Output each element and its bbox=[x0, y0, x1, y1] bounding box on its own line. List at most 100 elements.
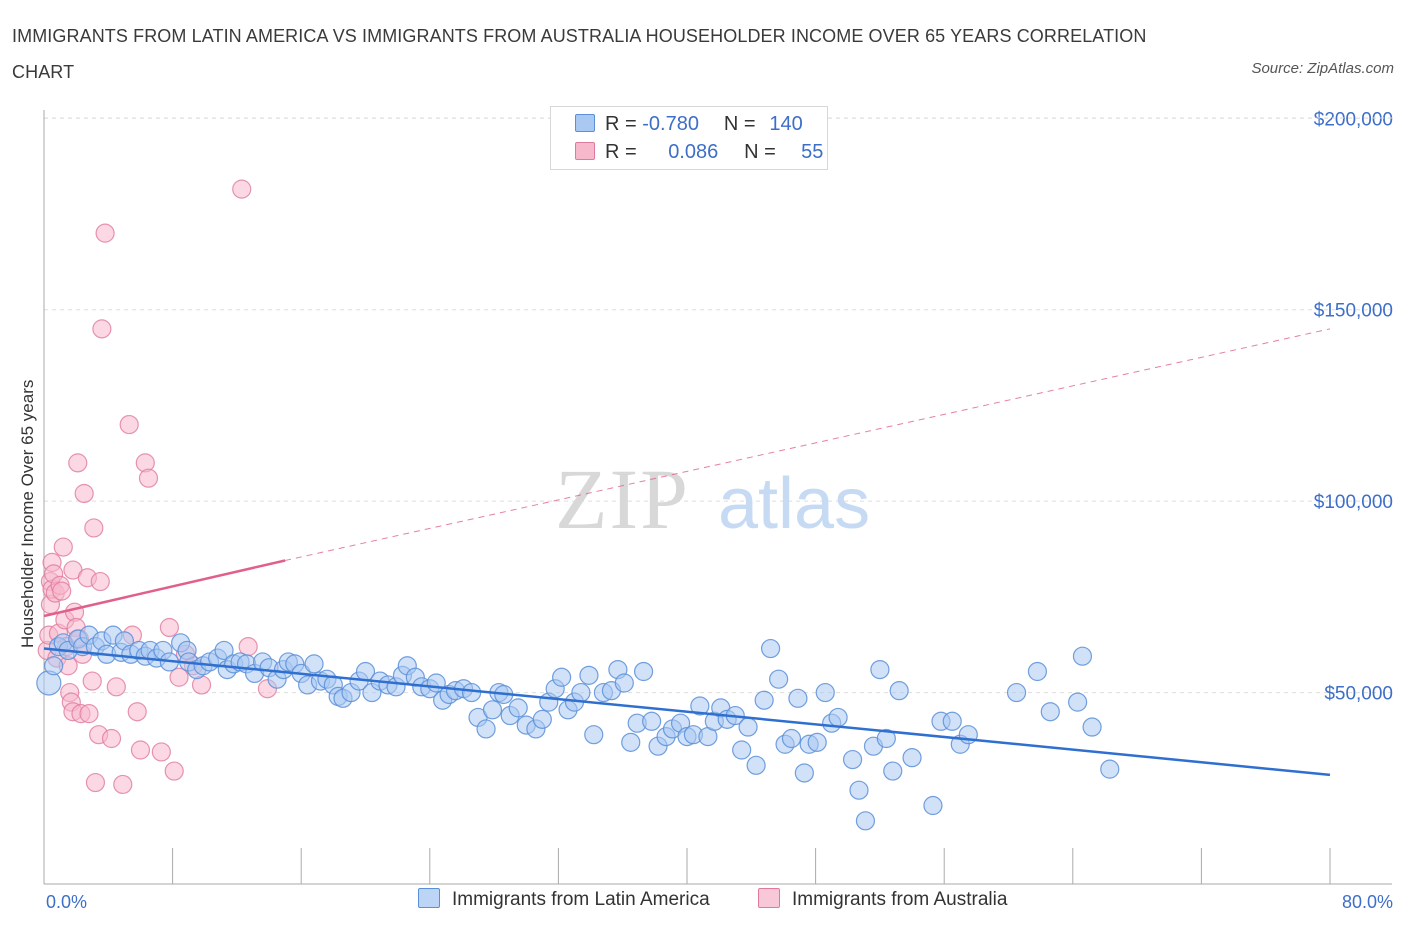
data-point-australia bbox=[106, 677, 126, 697]
legend-r-value: -0.780 bbox=[642, 113, 699, 135]
data-point-latin-america bbox=[760, 638, 781, 659]
data-point-australia bbox=[52, 581, 72, 601]
data-point-australia bbox=[138, 468, 159, 488]
data-point-latin-america bbox=[552, 667, 572, 687]
x-tick-label: 0.0% bbox=[46, 892, 87, 912]
data-point-latin-america bbox=[571, 682, 591, 703]
data-point-australia bbox=[113, 774, 133, 795]
data-point-latin-america bbox=[614, 673, 634, 693]
data-point-latin-america bbox=[870, 659, 890, 680]
data-point-latin-america bbox=[633, 661, 654, 682]
data-point-australia bbox=[92, 319, 112, 339]
data-point-latin-america bbox=[815, 682, 835, 703]
legend-r-value: 0.086 bbox=[668, 141, 719, 163]
data-point-latin-america bbox=[642, 711, 662, 731]
data-point-latin-america bbox=[732, 740, 752, 760]
data-point-latin-america bbox=[1040, 702, 1060, 722]
legend-row-latin-america: R = -0.780 N = 140 bbox=[575, 111, 803, 137]
data-point-latin-america bbox=[461, 682, 482, 703]
data-point-latin-america bbox=[889, 681, 909, 701]
data-point-latin-america bbox=[482, 700, 503, 720]
y-tick-label: $150,000 bbox=[1314, 301, 1393, 322]
data-point-latin-america bbox=[476, 719, 496, 739]
legend-n-value: 140 bbox=[769, 113, 803, 135]
data-point-latin-america bbox=[214, 640, 234, 661]
legend-row-australia: R = 0.086 N = 55 bbox=[575, 139, 823, 165]
data-point-latin-america bbox=[794, 763, 814, 783]
bottom-legend-swatch-pink bbox=[758, 888, 780, 908]
legend-n-label: N = bbox=[723, 113, 756, 135]
y-tick-label: $50,000 bbox=[1324, 684, 1393, 705]
bottom-legend-swatch-blue bbox=[418, 888, 440, 908]
data-point-latin-america bbox=[769, 669, 789, 689]
data-point-latin-america bbox=[1072, 646, 1093, 666]
legend-swatch-pink bbox=[575, 142, 595, 160]
data-point-latin-america bbox=[304, 654, 324, 674]
legend-swatch-blue bbox=[575, 114, 595, 132]
data-point-latin-america bbox=[738, 717, 758, 737]
data-point-latin-america bbox=[1006, 682, 1027, 703]
legend-r-label: R = bbox=[605, 113, 637, 135]
data-point-australia bbox=[159, 617, 179, 638]
x-tick-label: 80.0% bbox=[1342, 892, 1393, 912]
trend-line-australia bbox=[43, 559, 286, 618]
data-point-latin-america bbox=[754, 690, 774, 710]
data-point-australia bbox=[68, 453, 88, 473]
data-point-australia bbox=[232, 179, 252, 199]
data-point-latin-america bbox=[621, 732, 641, 752]
data-point-australia bbox=[79, 704, 99, 724]
data-point-latin-america bbox=[1100, 759, 1120, 779]
bottom-legend-australia: Immigrants from Australia bbox=[758, 888, 1007, 911]
data-point-australia bbox=[74, 483, 94, 504]
y-tick-label: $200,000 bbox=[1314, 109, 1393, 130]
data-point-latin-america bbox=[532, 709, 552, 729]
bottom-legend-label: Immigrants from Latin America bbox=[452, 889, 710, 910]
chart-title: IMMIGRANTS FROM LATIN AMERICA VS IMMIGRA… bbox=[12, 26, 1147, 82]
data-point-latin-america bbox=[746, 755, 766, 775]
data-point-australia bbox=[95, 223, 115, 243]
data-point-latin-america bbox=[807, 732, 827, 752]
data-point-latin-america bbox=[788, 688, 808, 708]
data-point-australia bbox=[82, 671, 102, 691]
data-point-australia bbox=[84, 518, 104, 538]
trend-line-australia-dashed bbox=[285, 328, 1331, 561]
data-point-latin-america bbox=[1068, 692, 1088, 712]
data-point-latin-america bbox=[942, 711, 962, 731]
data-point-australia bbox=[164, 761, 184, 781]
trend-line-latin-america bbox=[43, 647, 1331, 777]
data-point-latin-america bbox=[44, 656, 64, 676]
watermark-atlas: atlas bbox=[718, 464, 870, 544]
data-point-latin-america bbox=[1082, 717, 1102, 737]
data-point-australia bbox=[151, 742, 171, 762]
data-point-latin-america bbox=[883, 761, 903, 781]
data-point-latin-america bbox=[690, 696, 710, 716]
data-point-australia bbox=[169, 667, 189, 687]
data-point-latin-america bbox=[584, 725, 604, 745]
data-point-latin-america bbox=[849, 780, 869, 800]
data-point-latin-america bbox=[508, 698, 528, 718]
data-point-australia bbox=[119, 414, 139, 435]
bottom-legend-latin-america: Immigrants from Latin America bbox=[418, 888, 710, 911]
data-point-latin-america bbox=[923, 795, 943, 816]
watermark-zip: ZIP bbox=[555, 451, 690, 547]
data-point-latin-america bbox=[902, 748, 922, 768]
data-point-latin-america bbox=[1027, 661, 1048, 682]
legend-n-label: N = bbox=[744, 141, 776, 163]
data-point-australia bbox=[85, 772, 106, 793]
data-point-australia bbox=[130, 740, 151, 760]
data-point-latin-america bbox=[876, 728, 896, 749]
data-point-australia bbox=[90, 571, 110, 592]
y-tick-label: $100,000 bbox=[1314, 492, 1393, 513]
data-point-latin-america bbox=[842, 749, 863, 770]
data-point-latin-america bbox=[781, 728, 802, 749]
data-point-australia bbox=[127, 702, 147, 722]
legend-box: R = -0.780 N = 140 R = 0.086 N = 55 bbox=[550, 106, 828, 170]
data-point-australia bbox=[101, 728, 122, 749]
data-point-australia bbox=[53, 537, 73, 557]
chart-source: Source: ZipAtlas.com bbox=[1251, 60, 1394, 77]
data-point-latin-america bbox=[828, 707, 848, 728]
legend-r-label: R = bbox=[605, 141, 637, 163]
data-point-latin-america bbox=[855, 811, 876, 831]
data-point-latin-america bbox=[579, 665, 599, 685]
